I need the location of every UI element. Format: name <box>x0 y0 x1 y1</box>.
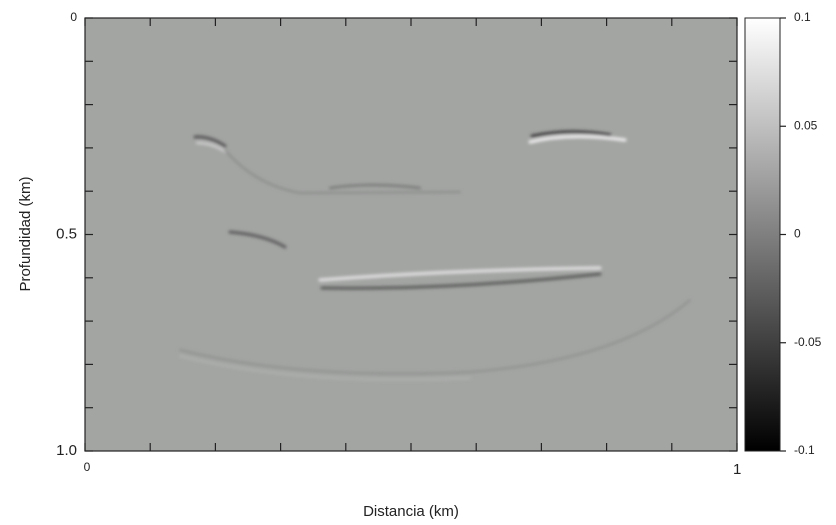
image-background <box>85 18 737 451</box>
y-tick-label: 0 <box>70 10 77 24</box>
y-axis-label: Profundidad (km) <box>17 176 34 291</box>
x-tick-label: 1 <box>733 461 741 478</box>
colorbar-tick-label: 0.05 <box>794 118 818 132</box>
colorbar-tick-label: 0.1 <box>794 10 811 24</box>
x-axis-label: Distancia (km) <box>363 503 459 520</box>
colorbar-tick-label: -0.1 <box>794 443 815 457</box>
colorbar-tick-label: -0.05 <box>794 335 822 349</box>
y-tick-label: 0.5 <box>56 225 77 242</box>
y-tick-label: 1.0 <box>56 442 77 459</box>
x-tick-label: 0 <box>84 460 91 474</box>
colorbar <box>745 18 780 451</box>
chart: Distancia (km) Profundidad (km) 0 1 0 0.5 1.… <box>0 0 836 525</box>
colorbar-tick-label: 0 <box>794 227 801 241</box>
